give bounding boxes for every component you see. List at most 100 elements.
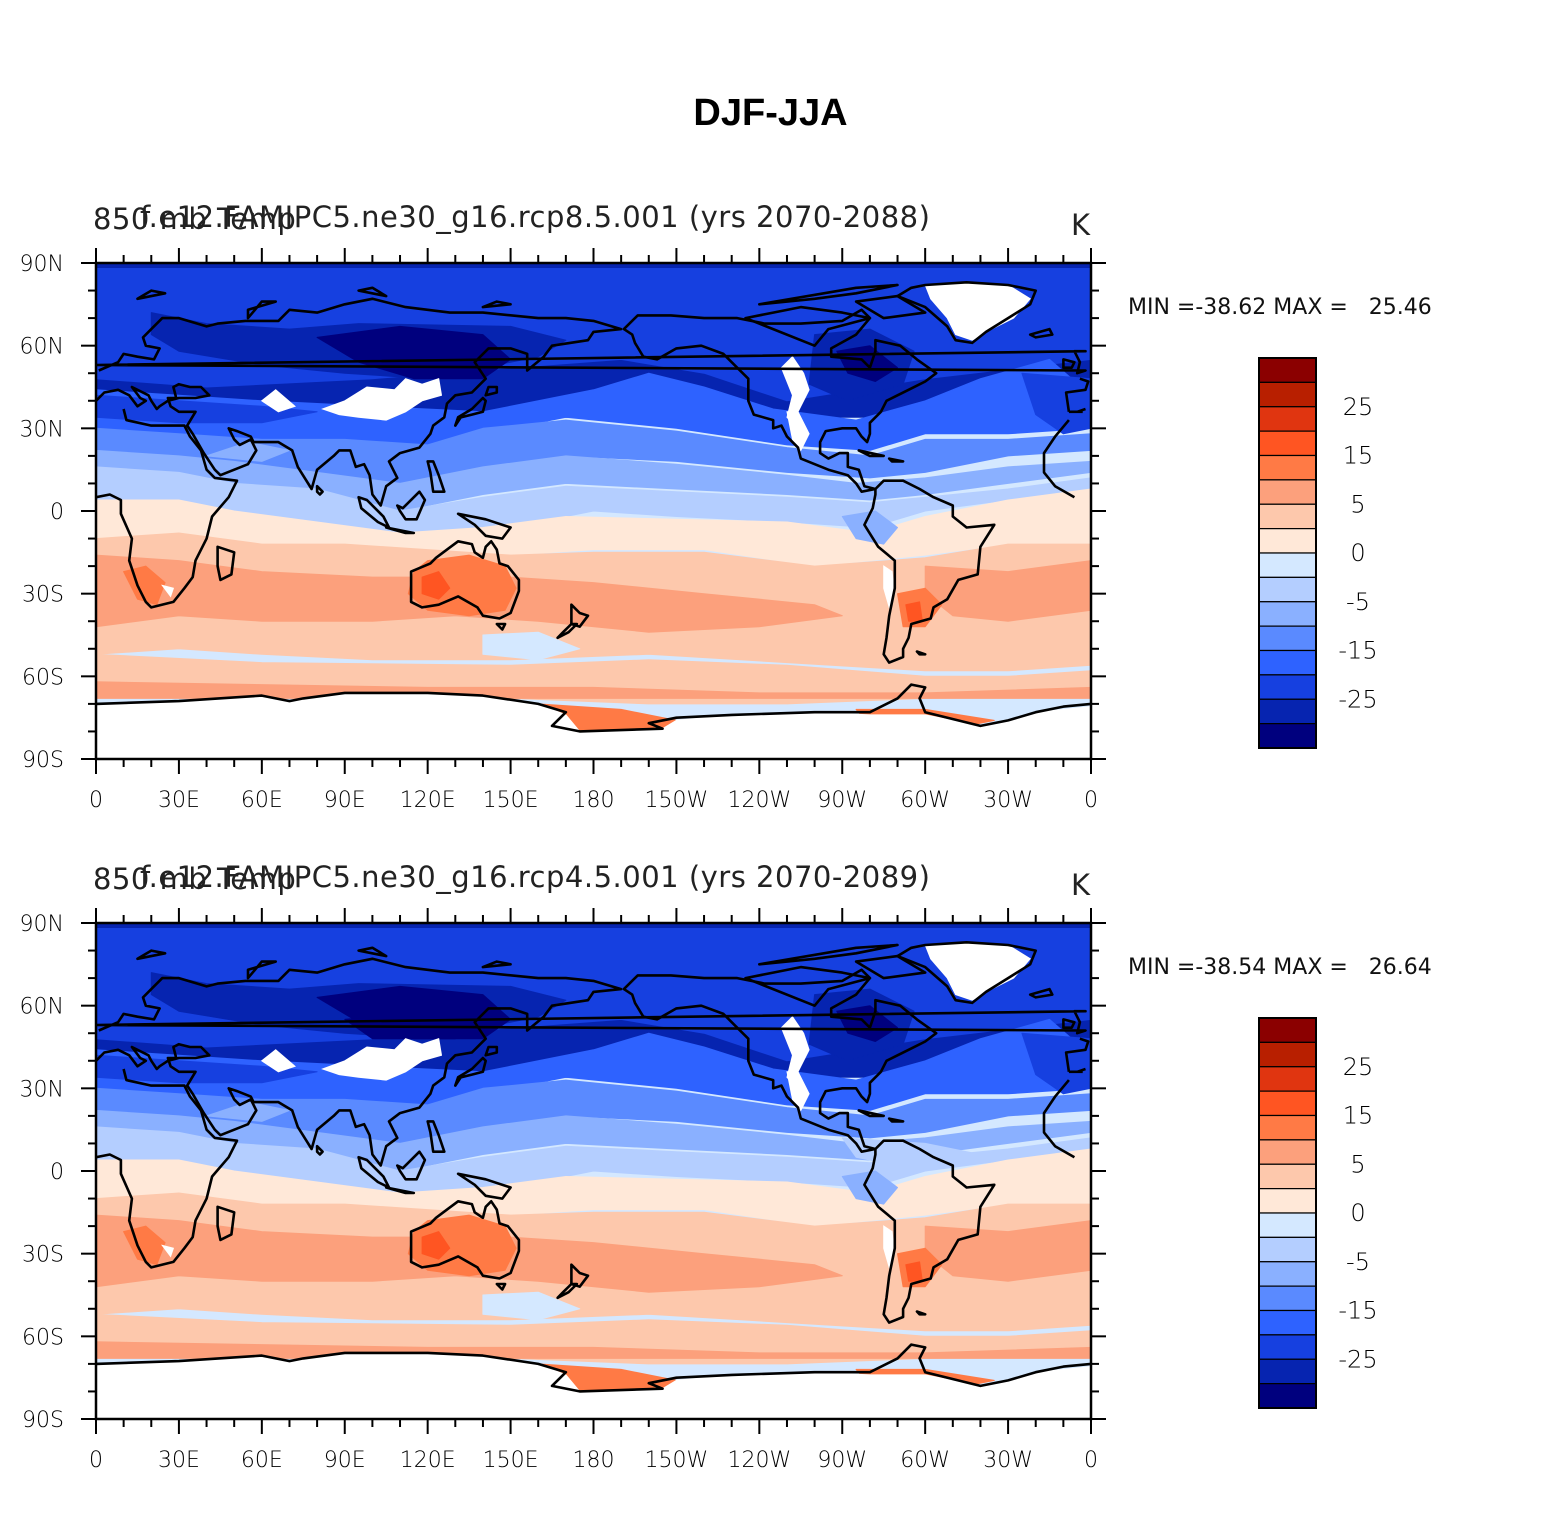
coastline-island [454,1056,487,1087]
colorbar-label: 15 [1343,1102,1374,1130]
lat-tick-label: 30S [22,1243,64,1268]
colorbar-label: 25 [1343,1053,1374,1081]
colorbar-box [1258,1114,1317,1141]
colorbar [1258,357,1317,749]
coastline-southAmerica [863,479,996,664]
lat-tick-label: 30S [22,583,64,608]
contour-region [344,1010,484,1040]
min-max-readout: MIN =-38.62 MAX = 25.46 [1128,295,1432,320]
coastline-australia [409,1200,521,1280]
lon-tick-label: 60E [241,788,283,813]
contour-region [1021,372,1091,435]
colorbar-box [1258,406,1317,432]
min-max-readout: MIN =-38.54 MAX = 26.64 [1128,955,1432,980]
coastline-eurasia [1064,377,1090,412]
lat-tick-label: 60S [22,665,64,690]
colorbar-box [1258,1334,1317,1360]
coastline-island [96,1009,1087,1035]
coastline-island [887,457,905,463]
coastline-island [357,946,388,958]
coastline-island [484,385,499,397]
colorbar-label: 5 [1350,1150,1365,1178]
lon-tick-label: 90E [324,1448,366,1473]
coastline-island [556,622,579,640]
colorbar-box [1258,1139,1317,1165]
missing-data-mask [370,394,401,413]
colorbar-box [1258,698,1317,725]
lon-tick-label: 180 [573,1448,615,1473]
coastline-island [315,484,324,496]
contour-region [1021,1032,1091,1095]
lon-tick-label: 60W [900,1448,950,1473]
coastline-southAmerica [863,1139,996,1324]
colorbar-box [1258,625,1317,652]
coastlines [96,281,1091,733]
colorbar-label: 5 [1350,490,1365,518]
missing-data-mask [780,1015,810,1084]
coastline-island [384,526,416,535]
coastline-antarctica [96,1343,1091,1393]
missing-data-mask [786,411,810,452]
colorbar-label: -25 [1338,1345,1377,1373]
lat-tick-label: 30N [20,1077,64,1102]
coastline-island [246,300,277,320]
lon-tick-label: 0 [1084,1448,1098,1473]
colorbar-box [1258,576,1317,603]
lon-tick-label: 150E [483,1448,539,1473]
lon-tick-label: 150W [645,1448,709,1473]
coastline-island [456,1172,512,1200]
coastline-eurasia [1076,1067,1086,1074]
coastline-northAmerica [622,308,938,493]
lat-tick-label: 60N [20,995,64,1020]
lon-tick-label: 90E [324,788,366,813]
contour-region [421,571,451,600]
lon-tick-label: 90W [817,788,867,813]
coastline-island [216,545,236,582]
coastline-island [456,512,512,540]
missing-data-mask [786,1071,810,1112]
missing-data-mask [260,389,296,413]
units-label: K [1071,208,1091,242]
lat-tick-label: 90N [20,912,64,937]
coastline-island [136,289,167,301]
colorbar-box [1258,479,1317,505]
contour-region [206,1101,290,1122]
lon-tick-label: 30W [983,1448,1033,1473]
coastline-island [481,960,512,969]
lon-tick-label: 30E [158,788,200,813]
contour-region [482,1291,581,1321]
coastline-island [484,1045,499,1057]
coastline-island [315,1144,324,1156]
coastline-island [454,396,487,427]
missing-data-mask [260,1049,296,1073]
case-label: f.e12.FAMIPC5.ne30_g16.rcp8.5.001 (yrs 2… [140,200,931,234]
coastline-africa [1042,1079,1076,1159]
coastline-africa [96,408,239,609]
coastline-island [426,1120,446,1153]
coastline-island [426,460,446,493]
colorbar-box [1258,1236,1317,1263]
coastline-island [495,622,507,631]
coastline-eurasia [96,297,623,507]
colorbar-box [1258,1285,1317,1312]
coastline-island [495,1282,507,1291]
contour-region [482,631,581,661]
lon-tick-label: 150W [645,788,709,813]
coastline-island [556,1282,579,1300]
map-panel-rcp45: 0 30E 60E 90E 120E 150E 180 150W 120W 90W 60W 30W 0 9… [0,850,1541,1490]
missing-data-mask [370,1054,401,1073]
colorbar-box [1258,601,1317,627]
coastline-antarctica [96,683,1091,733]
coastline-island [744,305,872,347]
lon-tick-label: 0 [1084,788,1098,813]
lon-tick-label: 30W [983,788,1033,813]
lon-tick-label: 120E [400,788,456,813]
coastline-eurasia [96,957,623,1167]
colorbar-box [1258,1212,1317,1238]
coastline-island [246,960,277,980]
colorbar-label: -15 [1338,1297,1377,1325]
colorbar-box [1258,430,1317,457]
coastline-island [1062,1018,1076,1029]
coastline-island [570,1263,590,1288]
colorbar-label: 0 [1350,1199,1365,1227]
